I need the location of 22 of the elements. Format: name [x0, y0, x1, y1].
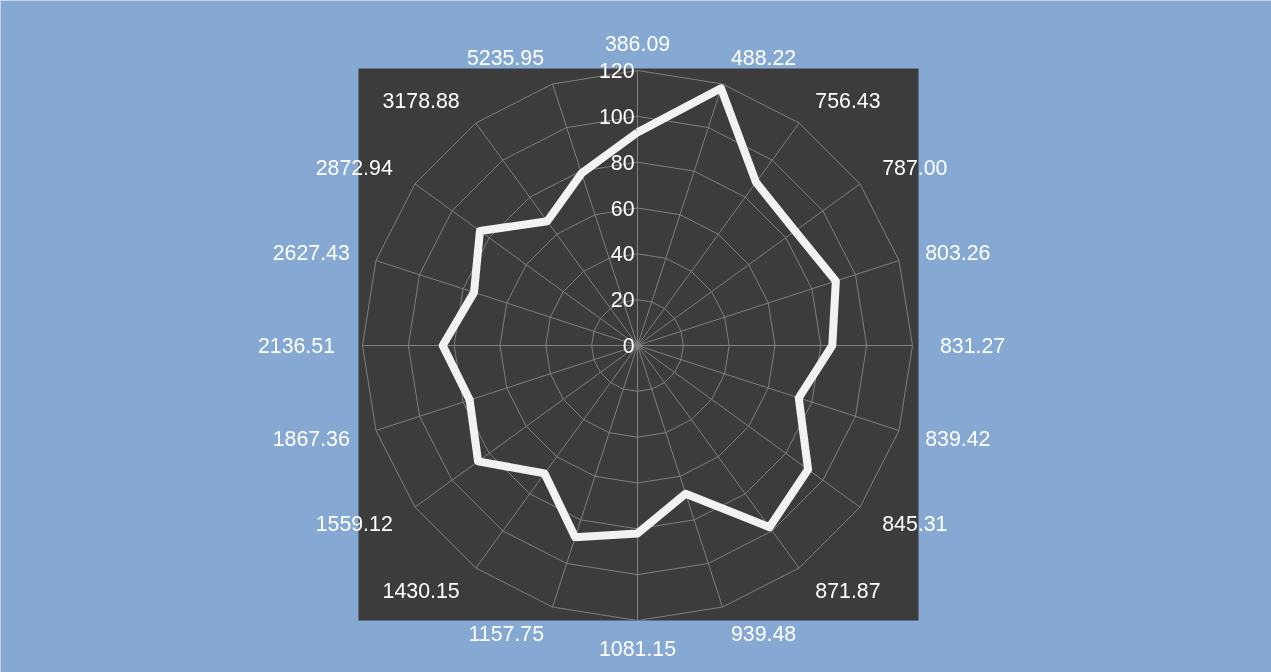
y-tick-label: 20 [610, 288, 635, 313]
spoke-label: 386.09 [604, 31, 671, 56]
spoke-label: 2136.51 [257, 334, 336, 358]
spoke-label: 488.22 [730, 46, 797, 71]
spoke-label: 756.43 [815, 89, 881, 114]
spoke-label: 1867.36 [272, 427, 350, 452]
spoke-label: 3178.88 [382, 89, 460, 114]
y-tick-label: 80 [610, 150, 635, 175]
spoke-label: 831.27 [940, 334, 1006, 358]
spoke-label: 1081.15 [598, 636, 677, 661]
spoke-label: 2627.43 [272, 240, 350, 265]
y-tick-label: 40 [610, 242, 635, 267]
spoke-label: 871.87 [815, 578, 881, 603]
spoke-label: 5235.95 [466, 46, 545, 71]
spoke-label: 939.48 [730, 621, 797, 646]
y-tick-label: 60 [610, 196, 635, 221]
spoke-label: 803.26 [925, 240, 991, 265]
spoke-label: 1157.75 [468, 621, 545, 646]
y-tick-label: 0 [622, 334, 635, 358]
spoke-label: 839.42 [925, 427, 991, 452]
y-tick-label: 100 [598, 104, 635, 129]
spoke-label: 1430.15 [382, 578, 460, 603]
